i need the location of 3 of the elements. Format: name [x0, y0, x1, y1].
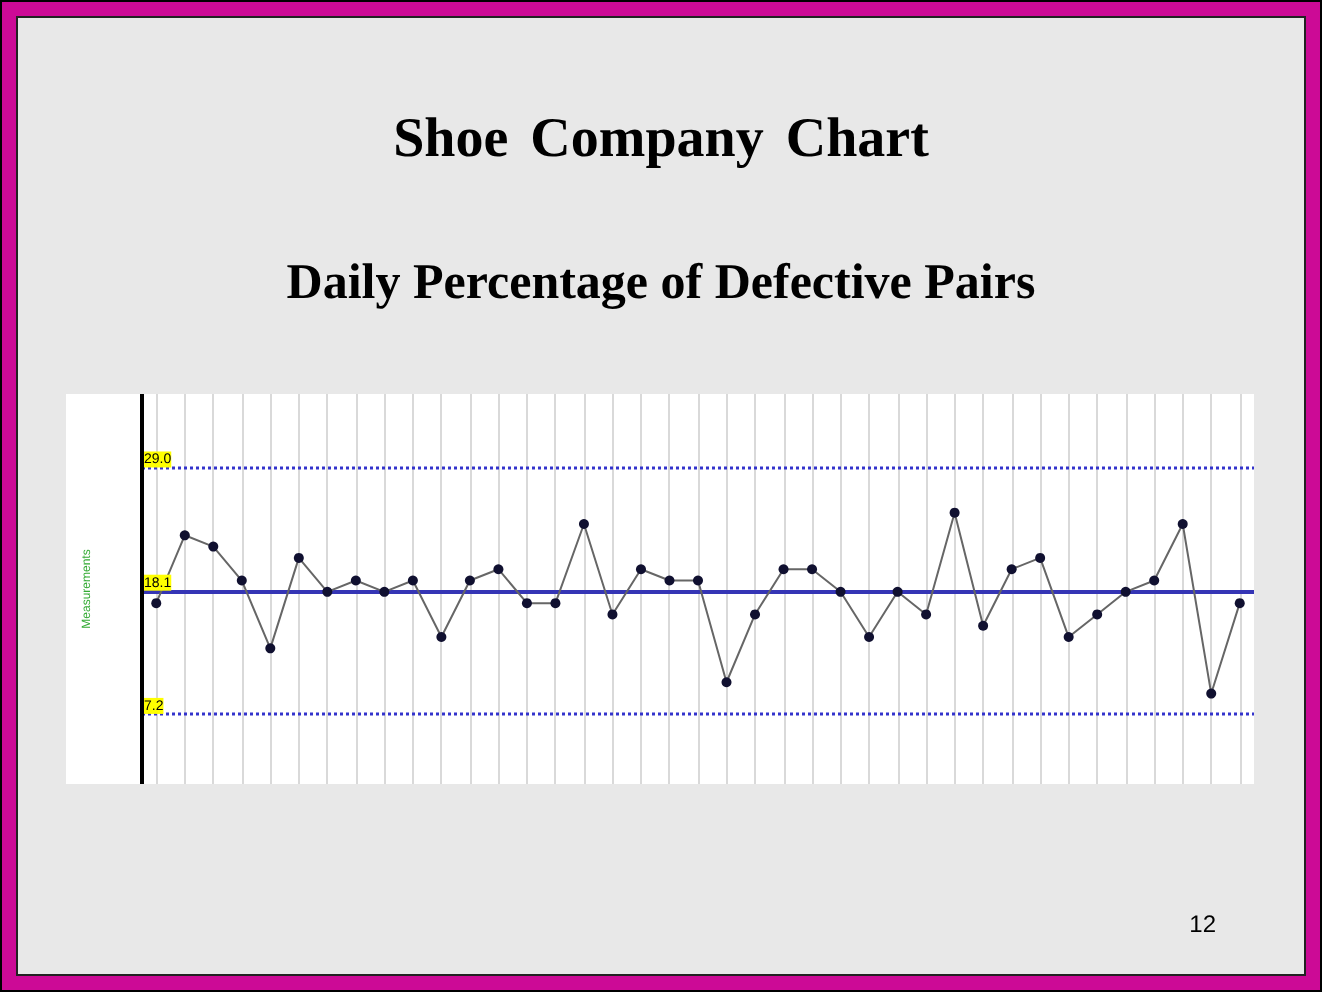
text: 12	[1189, 910, 1216, 938]
chart-subtitle: Daily Percentage of Defective Pairs	[284, 254, 1038, 314]
chart-title: Shoe Company Chart	[391, 108, 931, 170]
